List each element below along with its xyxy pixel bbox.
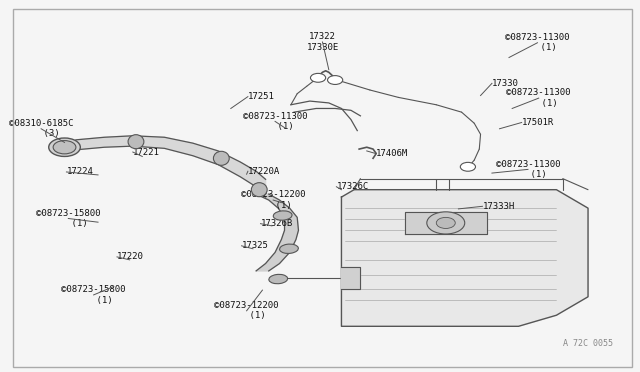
Text: ©08310-6185C
    (3): ©08310-6185C (3) — [9, 119, 74, 138]
Polygon shape — [342, 190, 588, 326]
Polygon shape — [342, 267, 360, 289]
Ellipse shape — [269, 275, 287, 284]
Text: 17220: 17220 — [117, 252, 144, 262]
Circle shape — [53, 141, 76, 154]
Ellipse shape — [213, 151, 229, 165]
Text: 17330: 17330 — [492, 79, 519, 88]
Text: ©08723-11300
    (1): ©08723-11300 (1) — [496, 160, 560, 179]
Text: 17220A: 17220A — [248, 167, 280, 176]
Text: ©08723-11300
    (1): ©08723-11300 (1) — [506, 89, 571, 108]
Text: ©08723-11300
    (1): ©08723-11300 (1) — [505, 33, 570, 52]
Text: 17406M: 17406M — [376, 149, 408, 158]
Ellipse shape — [273, 211, 292, 220]
Ellipse shape — [280, 244, 298, 253]
Text: A 72C 0055: A 72C 0055 — [563, 340, 612, 349]
Text: ©08723-15800
    (1): ©08723-15800 (1) — [61, 285, 126, 305]
Text: ©08723-11300
    (1): ©08723-11300 (1) — [243, 112, 307, 131]
Text: 17326C: 17326C — [337, 182, 369, 191]
Polygon shape — [404, 212, 487, 234]
Circle shape — [310, 73, 326, 82]
Text: ©08723-12200
    (1): ©08723-12200 (1) — [241, 190, 305, 210]
Text: 17325: 17325 — [241, 241, 268, 250]
Text: ©08723-15800
    (1): ©08723-15800 (1) — [36, 209, 100, 228]
Text: ©08723-12200
    (1): ©08723-12200 (1) — [214, 301, 279, 321]
Text: 17501R: 17501R — [522, 118, 554, 127]
Ellipse shape — [128, 135, 144, 149]
Polygon shape — [76, 136, 266, 197]
Circle shape — [328, 76, 342, 84]
Circle shape — [427, 212, 465, 234]
Text: 17251: 17251 — [248, 92, 275, 101]
Circle shape — [49, 138, 81, 157]
Polygon shape — [256, 194, 298, 271]
Text: 17322
17330E: 17322 17330E — [307, 32, 339, 52]
Text: 17224: 17224 — [67, 167, 93, 176]
Circle shape — [436, 217, 455, 228]
Text: 17333H: 17333H — [483, 202, 515, 211]
Ellipse shape — [252, 183, 267, 197]
Text: 17326B: 17326B — [260, 219, 292, 228]
Circle shape — [460, 162, 476, 171]
Text: 17221: 17221 — [133, 148, 160, 157]
